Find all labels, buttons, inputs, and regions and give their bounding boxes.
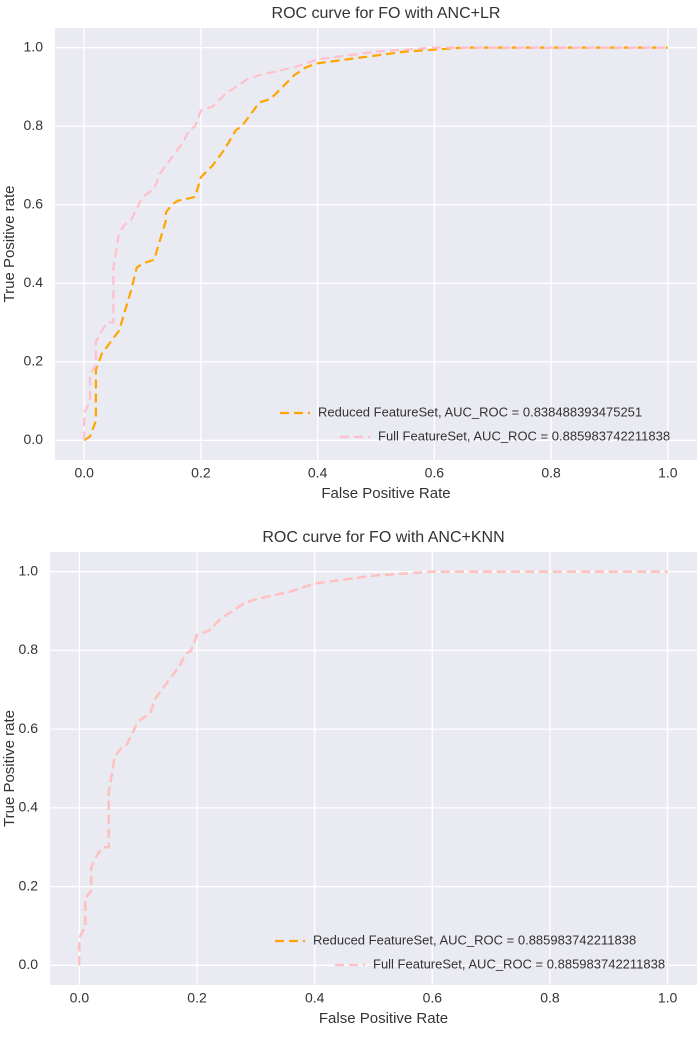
y-tick-label: 0.2 xyxy=(24,353,44,369)
legend-label: Full FeatureSet, AUC_ROC = 0.88598374221… xyxy=(373,956,665,971)
chart-title: ROC curve for FO with ANC+LR xyxy=(272,5,501,22)
y-tick-label: 0.6 xyxy=(24,195,44,211)
x-tick-label: 0.4 xyxy=(308,465,328,481)
y-axis-label: True Positive rate xyxy=(1,710,18,827)
x-tick-label: 0.2 xyxy=(191,465,211,481)
x-axis-label: False Positive Rate xyxy=(321,485,450,502)
x-tick-label: 0.6 xyxy=(423,990,443,1006)
x-tick-label: 0.8 xyxy=(540,990,560,1006)
y-tick-label: 0.0 xyxy=(24,431,44,447)
plot-area xyxy=(55,28,697,460)
chart: 0.0 0.2 0.4 0.6 0.8 1.0 0.0 0.2 0.4 0.6 0.8 1.0 Redu… xyxy=(1,5,697,502)
y-tick-label: 0.4 xyxy=(19,799,39,815)
x-tick-label: 0.6 xyxy=(425,465,445,481)
x-tick-label: 0.2 xyxy=(187,990,207,1006)
legend-label: Reduced FeatureSet, AUC_ROC = 0.88598374… xyxy=(313,932,636,947)
y-tick-label: 1.0 xyxy=(24,38,44,54)
y-tick-label: 0.8 xyxy=(19,641,39,657)
roc-line xyxy=(83,46,668,441)
legend-label: Reduced FeatureSet, AUC_ROC = 0.83848839… xyxy=(318,404,642,419)
chart-title: ROC curve for FO with ANC+KNN xyxy=(262,529,504,546)
chart: 0.0 0.2 0.4 0.6 0.8 1.0 0.0 0.2 0.4 0.6 0.8 1.0 Redu… xyxy=(1,529,697,1027)
y-tick-label: 0.4 xyxy=(24,274,44,290)
plot-area xyxy=(50,552,697,985)
roc-line xyxy=(78,570,668,966)
x-tick-label: 0.8 xyxy=(541,465,561,481)
y-tick-label: 0.2 xyxy=(19,877,39,893)
x-tick-label: 1.0 xyxy=(658,990,678,1006)
legend-label: Full FeatureSet, AUC_ROC = 0.88598374221… xyxy=(378,428,670,443)
x-tick-label: 0.0 xyxy=(74,465,94,481)
x-tick-label: 0.4 xyxy=(305,990,325,1006)
y-tick-label: 0.6 xyxy=(19,720,39,736)
y-tick-label: 0.8 xyxy=(24,117,44,133)
x-tick-label: 0.0 xyxy=(70,990,90,1006)
x-tick-label: 1.0 xyxy=(658,465,678,481)
x-axis-label: False Positive Rate xyxy=(319,1010,448,1027)
y-axis-label: True Positive rate xyxy=(1,186,18,303)
y-tick-label: 0.0 xyxy=(19,956,39,972)
y-tick-label: 1.0 xyxy=(19,562,39,578)
